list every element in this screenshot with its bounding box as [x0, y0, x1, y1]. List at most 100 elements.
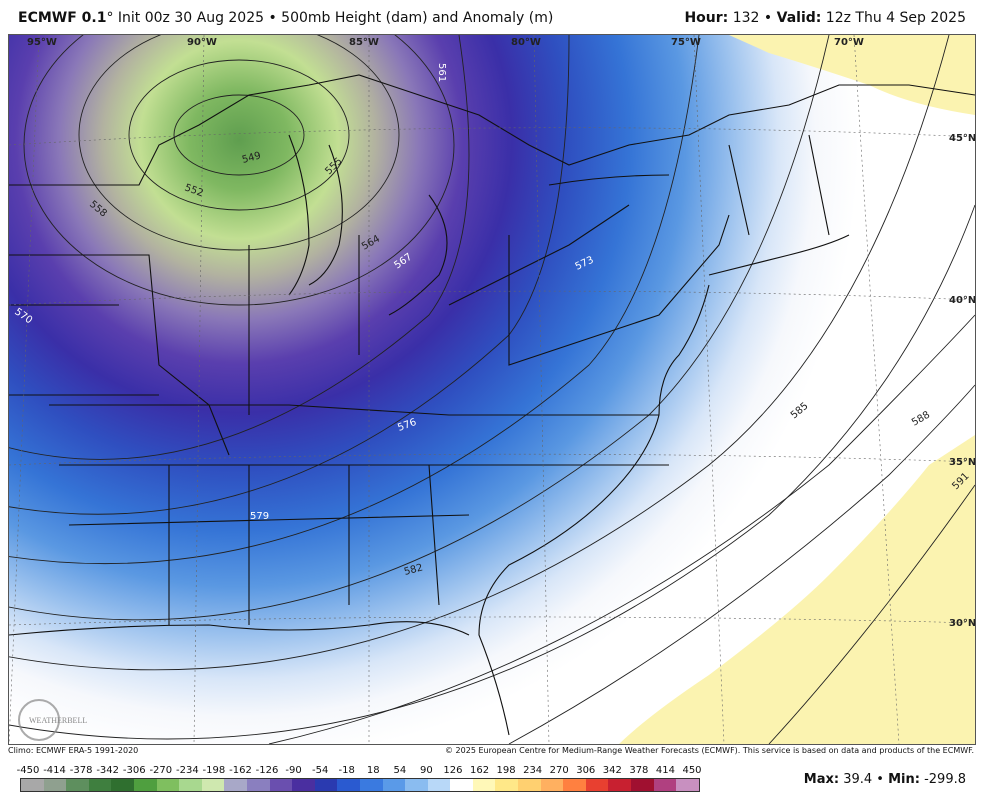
contour-label: 561 — [436, 63, 447, 82]
lat-label: 35°N — [949, 457, 975, 468]
weatherbell-logo: WEATHERBELL — [18, 699, 87, 741]
scale-tick-label: 414 — [655, 765, 675, 776]
scale-tick-label: -306 — [122, 765, 146, 776]
lon-label: 75°W — [671, 37, 701, 48]
map-canvas: 95°W 90°W 85°W 80°W 75°W 70°W 45°N 40°N … — [9, 35, 975, 744]
scale-swatch — [495, 779, 519, 791]
state-lines-vertical — [168, 235, 440, 625]
scale-swatch — [450, 779, 473, 791]
lon-label: 95°W — [27, 37, 57, 48]
scale-swatch — [631, 779, 654, 791]
canada-border — [9, 74, 975, 186]
scale-swatch — [133, 779, 157, 791]
latitude-labels: 45°N 40°N 35°N 30°N — [949, 133, 975, 629]
contour-label: 582 — [403, 562, 424, 578]
height-contours — [9, 35, 975, 744]
scale-bar — [20, 778, 700, 792]
scale-swatch — [66, 779, 89, 791]
positive-anomaly-northeast — [729, 35, 975, 115]
scale-swatch — [224, 779, 247, 791]
scale-swatch — [653, 779, 677, 791]
scale-tick-label: 450 — [682, 765, 702, 776]
scale-tick-label: -234 — [176, 765, 199, 776]
color-scale: -450 -414 -378 -342 -306 -270 -234 -198 -162 -126… — [16, 765, 702, 795]
min-value: -299.8 — [919, 772, 966, 787]
contour-label: 579 — [250, 511, 269, 522]
scale-tick-label: 234 — [523, 765, 543, 776]
scale-swatch — [111, 779, 134, 791]
lon-label: 90°W — [187, 37, 217, 48]
field-stats: Max: 39.4 • Min: -299.8 — [804, 772, 966, 787]
new-england-coast — [708, 234, 850, 276]
copyright-credit: © 2025 European Centre for Medium-Range … — [445, 746, 974, 755]
lat-label: 40°N — [949, 295, 975, 306]
scale-tick-label: 18 — [366, 765, 380, 776]
atlantic-coast — [478, 284, 710, 736]
scale-swatch — [518, 779, 541, 791]
scale-tick-label: -270 — [149, 765, 173, 776]
scale-swatch — [608, 779, 632, 791]
mid-atlantic-borders — [508, 214, 730, 366]
lake-michigan-east — [308, 144, 343, 286]
scale-swatch — [43, 779, 67, 791]
scale-tick-label: -90 — [285, 765, 302, 776]
chart-title: ECMWF 0.1° Init 00z 30 Aug 2025 • 500mb … — [18, 10, 553, 26]
state-lines-south — [59, 464, 669, 526]
model-name: ECMWF 0.1 — [18, 10, 107, 26]
scale-swatch — [88, 779, 112, 791]
scale-tick-label: 126 — [443, 765, 463, 776]
scale-tick-label: -18 — [338, 765, 355, 776]
scale-swatch — [269, 779, 293, 791]
scale-swatch — [337, 779, 360, 791]
scale-tick-label: -162 — [229, 765, 252, 776]
scale-swatch — [676, 779, 699, 791]
scale-tick-label: -54 — [311, 765, 329, 776]
max-label: Max: — [803, 772, 840, 787]
lon-label: 70°W — [834, 37, 864, 48]
climo-credit: Climo: ECMWF ERA-5 1991-2020 — [8, 746, 139, 755]
scale-tick-label: 54 — [393, 765, 407, 776]
scale-tick-label: 342 — [602, 765, 622, 776]
scale-tick-label: 306 — [576, 765, 596, 776]
scale-tick-label: -414 — [43, 765, 66, 776]
scale-swatch — [405, 779, 428, 791]
scale-swatch — [585, 779, 609, 791]
scale-swatch — [314, 779, 338, 791]
valid-value: 12z Thu 4 Sep 2025 — [821, 10, 966, 26]
hour-label: Hour: — [684, 10, 729, 26]
scale-tick-label: 378 — [629, 765, 649, 776]
new-england-borders — [728, 134, 830, 236]
scale-tick-label: 162 — [469, 765, 490, 776]
scale-tick-label: -342 — [96, 765, 120, 776]
scale-swatch — [359, 779, 383, 791]
scale-tick-label: 90 — [420, 765, 433, 776]
scale-swatch — [563, 779, 586, 791]
degree-symbol: ° — [106, 10, 114, 26]
lake-erie — [448, 204, 630, 306]
scale-tick-label: -450 — [16, 765, 40, 776]
scale-tick-label: 270 — [549, 765, 569, 776]
longitude-labels: 95°W 90°W 85°W 80°W 75°W 70°W — [27, 37, 864, 48]
init-description: Init 00z 30 Aug 2025 • 500mb Height (dam… — [113, 10, 554, 26]
scale-swatch — [427, 779, 451, 791]
graticule — [9, 35, 975, 744]
lake-ontario — [548, 174, 670, 186]
scale-swatch — [292, 779, 315, 791]
lake-huron — [388, 194, 448, 316]
scale-tick-label: -126 — [255, 765, 279, 776]
valid-label: Valid: — [776, 10, 822, 26]
lat-label: 45°N — [949, 133, 975, 144]
scale-labels: -450 -414 -378 -342 -306 -270 -234 -198 -162 -126… — [16, 765, 702, 777]
min-label: Min: — [888, 772, 920, 787]
scale-swatch — [21, 779, 44, 791]
logo-swirl-icon — [18, 699, 60, 741]
hour-value: 132 • — [728, 10, 777, 26]
contour-label: 549 — [241, 150, 262, 166]
weather-map: 95°W 90°W 85°W 80°W 75°W 70°W 45°N 40°N … — [8, 34, 976, 745]
scale-swatch — [201, 779, 225, 791]
logo-text: WEATHERBELL — [29, 716, 87, 725]
lon-label: 85°W — [349, 37, 379, 48]
scale-tick-label: 198 — [496, 765, 516, 776]
positive-anomaly-southeast — [619, 435, 975, 744]
contour-549 — [173, 94, 305, 176]
